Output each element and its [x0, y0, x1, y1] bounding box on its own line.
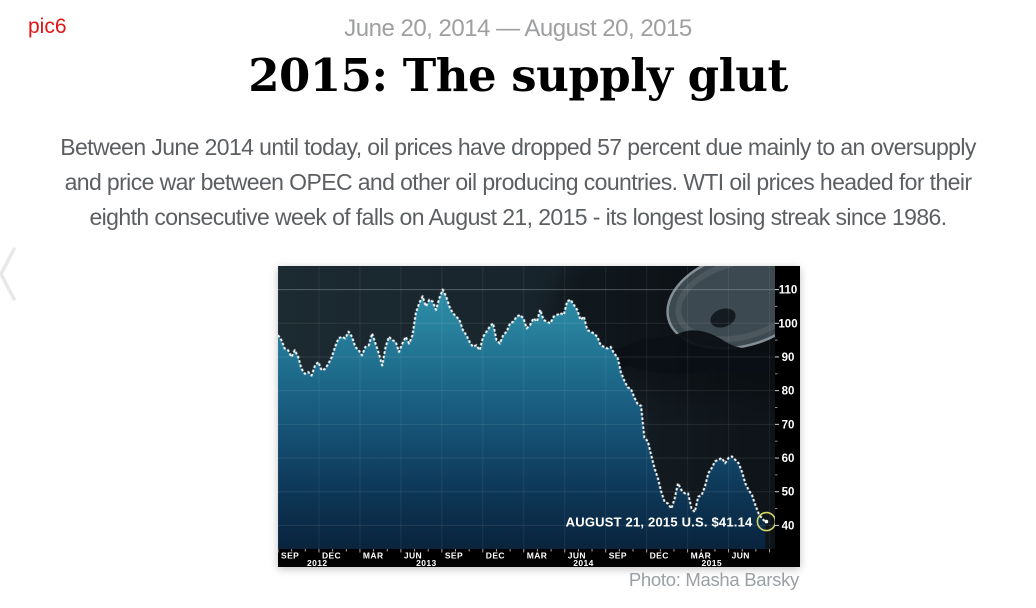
x-tick-label: MAR — [691, 551, 712, 561]
x-year-label: 2013 — [416, 558, 437, 567]
gridlines — [278, 266, 775, 549]
y-tick-label: 70 — [782, 419, 795, 431]
date-range-heading: June 20, 2014 — August 20, 2015 — [344, 15, 692, 42]
x-tick-label: DEC — [650, 551, 669, 561]
y-tick-label: 60 — [782, 453, 795, 465]
x-tick-label: DEC — [486, 551, 505, 561]
article-lede: Between June 2014 until today, oil price… — [0, 130, 1036, 235]
oil-price-chart-image: AUGUST 21, 2015 U.S. $41.14 40 50 60 70 80 90 1… — [278, 266, 800, 567]
y-tick-label: 110 — [779, 285, 798, 297]
y-tick-label: 100 — [778, 318, 797, 330]
chart-annotation: AUGUST 21, 2015 U.S. $41.14 — [566, 511, 777, 532]
x-year-label: 2012 — [307, 558, 328, 567]
barrel-top — [666, 266, 775, 350]
y-tick-label: 50 — [782, 487, 795, 499]
page-title: 2015: The supply glut — [248, 49, 788, 102]
last-point-dot — [764, 519, 769, 524]
x-year-label: 2014 — [573, 558, 594, 567]
oil-price-chart: AUGUST 21, 2015 U.S. $41.14 40 50 60 70 80 90 1… — [278, 266, 800, 567]
annotation-label: AUGUST 21, 2015 U.S. $41.14 — [566, 515, 753, 530]
x-tick-label: MAR — [527, 551, 548, 561]
x-tick-label: JUN — [568, 551, 586, 561]
x-tick-label: SEP — [281, 551, 299, 561]
y-tick-label: 40 — [782, 520, 795, 532]
x-tick-label: JUN — [404, 551, 422, 561]
x-tick-label: DEC — [322, 551, 341, 561]
lede-line-2: and price war between OPEC and other oil… — [64, 169, 972, 195]
x-tick-label: JUN — [732, 551, 750, 561]
x-tick-label: SEP — [445, 551, 463, 561]
y-tick-label: 80 — [782, 386, 795, 398]
photo-credit: Photo: Masha Barsky — [628, 569, 799, 590]
x-tick-label: SEP — [609, 551, 627, 561]
x-tick-label: MAR — [363, 551, 384, 561]
lede-line-3: eighth consecutive week of falls on Augu… — [89, 204, 947, 230]
y-tick-label: 90 — [782, 352, 795, 364]
chart-area-fill — [278, 289, 766, 549]
oil-spill — [578, 330, 775, 374]
x-year-label: 2015 — [702, 558, 723, 567]
y-axis: 40 50 60 70 80 90 100 110 — [775, 266, 800, 567]
chart-price-line — [278, 288, 767, 523]
carousel-prev-icon[interactable] — [0, 245, 17, 303]
lede-line-1: Between June 2014 until today, oil price… — [60, 134, 976, 160]
x-axis: SEP DEC MAR JUN SEP DEC MAR JUN SEP DEC MAR JUN 2012… — [278, 549, 800, 567]
barrel-bung-hole — [710, 308, 736, 328]
image-label: pic6 — [28, 15, 67, 38]
